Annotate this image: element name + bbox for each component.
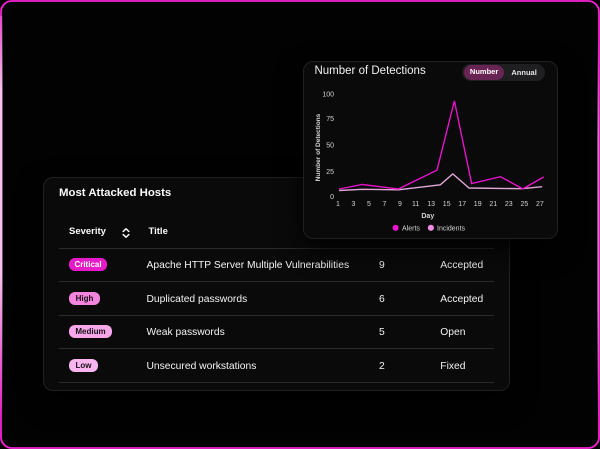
- svg-text:27: 27: [536, 201, 544, 208]
- svg-text:7: 7: [382, 201, 386, 208]
- svg-text:19: 19: [473, 201, 481, 208]
- svg-text:0: 0: [330, 194, 334, 201]
- svg-text:Incidents: Incidents: [437, 225, 466, 232]
- svg-text:25: 25: [520, 201, 528, 208]
- svg-text:9: 9: [398, 201, 402, 208]
- svg-text:5: 5: [367, 201, 371, 208]
- svg-text:Alerts: Alerts: [402, 225, 420, 232]
- svg-text:1: 1: [336, 201, 340, 208]
- svg-text:13: 13: [427, 201, 435, 208]
- svg-text:11: 11: [412, 201, 419, 208]
- svg-text:25: 25: [326, 168, 334, 175]
- svg-text:15: 15: [442, 201, 450, 208]
- svg-text:3: 3: [351, 201, 355, 208]
- svg-text:Day: Day: [421, 213, 434, 220]
- svg-text:21: 21: [489, 201, 497, 208]
- svg-text:23: 23: [505, 201, 513, 208]
- svg-text:100: 100: [322, 91, 334, 98]
- svg-text:Number of Detections: Number of Detections: [314, 113, 321, 181]
- svg-text:50: 50: [326, 142, 334, 149]
- svg-text:75: 75: [326, 116, 334, 123]
- svg-text:17: 17: [458, 201, 466, 208]
